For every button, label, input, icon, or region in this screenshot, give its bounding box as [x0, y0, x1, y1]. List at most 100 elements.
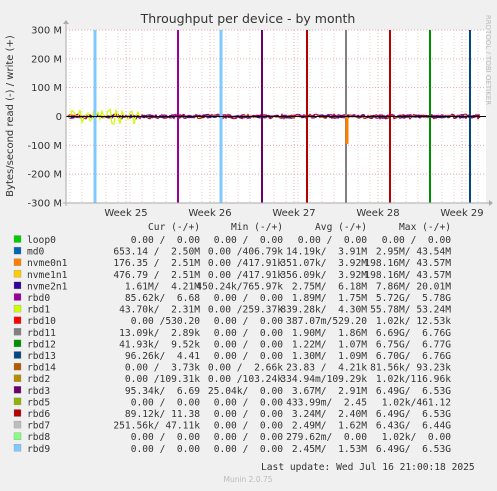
legend-max-rbd11: 6.69G/ 6.76G — [376, 328, 451, 339]
legend-cur-rbd7: 251.56k/ 47.11k — [113, 421, 200, 432]
legend-column-header: Cur (-/+) — [148, 222, 200, 233]
legend-min-rbd14: 0.00 / 2.66k — [208, 363, 283, 374]
legend-cur-nvme2n1: 1.61M/ 4.21M — [125, 281, 200, 292]
y-tick-label: 200 M — [31, 54, 62, 65]
legend-avg-rbd3: 3.67M/ 2.91M — [292, 386, 367, 397]
legend-avg-rbd14: 23.83 / 4.21k — [286, 363, 367, 374]
legend-name-loop0: loop0 — [27, 235, 56, 246]
x-axis-arrow — [489, 200, 493, 206]
legend-cur-rbd3: 95.34k/ 6.69 — [125, 386, 200, 397]
legend-avg-rbd0: 1.89M/ 1.75M — [292, 293, 367, 304]
legend-cur-rbd14: 0.00 / 3.73k — [125, 363, 200, 374]
legend-name-rbd8: rbd8 — [27, 432, 50, 443]
legend-max-rbd10: 1.02k/ 12.53k — [376, 316, 451, 327]
legend-name-rbd6: rbd6 — [27, 409, 50, 420]
legend-cur-rbd5: 0.00 / 0.00 — [131, 397, 201, 408]
legend-name-rbd13: rbd13 — [27, 351, 56, 362]
legend-column-header: Min (-/+) — [231, 222, 283, 233]
legend-max-loop0: 0.00 / 0.00 — [382, 235, 452, 246]
x-tick-label: Week 28 — [356, 208, 399, 219]
legend-swatch-rbd3 — [13, 386, 22, 394]
legend-name-rbd1: rbd1 — [27, 305, 50, 316]
legend-avg-loop0: 0.00 / 0.00 — [298, 235, 368, 246]
legend-name-md0: md0 — [27, 247, 45, 258]
last-update: Last update: Wed Jul 16 21:00:18 2025 — [261, 462, 475, 473]
legend-cur-rbd9: 0.00 / 0.00 — [131, 444, 201, 455]
legend-name-rbd7: rbd7 — [27, 421, 50, 432]
legend-min-nvme2n1: 450.24k/765.97k — [196, 281, 283, 292]
legend-cur-rbd13: 96.26k/ 4.41 — [125, 351, 200, 362]
legend-cur-nvme0n1: 176.35 / 2.51M — [113, 258, 200, 269]
legend-avg-rbd12: 1.22M/ 1.07M — [292, 339, 367, 350]
legend-name-rbd12: rbd12 — [27, 339, 56, 350]
legend-cur-rbd11: 13.09k/ 2.89k — [119, 328, 200, 339]
legend-swatch-rbd8 — [13, 432, 22, 440]
legend-min-rbd7: 0.00 / 0.00 — [214, 421, 284, 432]
legend-max-rbd13: 6.70G/ 6.76G — [376, 351, 451, 362]
y-tick-label: 300 M — [31, 26, 62, 37]
legend-name-rbd5: rbd5 — [27, 397, 50, 408]
munin-version: Munin 2.0.75 — [223, 475, 272, 484]
legend-max-rbd6: 6.49G/ 6.53G — [376, 409, 451, 420]
legend-cur-nvme1n1: 476.79 / 2.51M — [113, 270, 200, 281]
legend-min-nvme1n1: 0.00 /417.91k — [208, 270, 283, 281]
legend-min-rbd12: 0.00 / 0.00 — [214, 339, 284, 350]
legend-cur-rbd10: 0.00 /530.20 — [131, 316, 201, 327]
legend-name-rbd3: rbd3 — [27, 386, 50, 397]
legend-swatch-rbd10 — [13, 316, 22, 324]
legend-name-nvme1n1: nvme1n1 — [27, 270, 68, 281]
legend-cur-rbd0: 85.62k/ 6.68 — [125, 293, 200, 304]
legend-swatch-rbd7 — [13, 420, 22, 429]
legend-min-rbd9: 0.00 / 0.00 — [214, 444, 284, 455]
legend-cur-rbd6: 89.12k/ 11.38 — [125, 409, 200, 420]
legend-max-rbd2: 1.02k/116.96k — [376, 374, 451, 385]
legend-min-nvme0n1: 0.00 /417.91k — [208, 258, 283, 269]
legend-swatch-rbd5 — [13, 397, 22, 406]
legend-column-header: Max (-/+) — [399, 222, 451, 233]
legend-avg-rbd9: 2.45M/ 1.53M — [292, 444, 367, 455]
series-line-rbd1 — [67, 108, 141, 125]
legend-name-nvme2n1: nvme2n1 — [27, 281, 68, 292]
legend-min-rbd0: 0.00 / 0.00 — [214, 293, 284, 304]
plot-area: 300 M 200 M 100 M 0 -100 M -200 M -300 M Week 2… — [27, 20, 493, 219]
legend-swatch-rbd1 — [13, 304, 22, 313]
y-axis-arrow — [63, 20, 69, 24]
legend-swatch-md0 — [13, 246, 22, 255]
legend-swatch-rbd11 — [13, 328, 22, 336]
legend-cur-rbd8: 0.00 / 0.00 — [131, 432, 201, 443]
legend-swatch-rbd14 — [13, 362, 22, 371]
x-tick-label: Week 27 — [272, 208, 315, 219]
legend-min-rbd5: 0.00 / 0.00 — [214, 397, 284, 408]
legend-swatch-nvme2n1 — [13, 281, 22, 290]
y-tick-label: 100 M — [31, 83, 62, 94]
legend-cur-md0: 653.14 / 2.50M — [113, 247, 200, 258]
legend-max-rbd12: 6.75G/ 6.77G — [376, 339, 451, 350]
legend-avg-rbd1: 839.28k/ 4.30M — [280, 305, 367, 316]
legend-min-rbd10: 0.00 / 0.00 — [214, 316, 284, 327]
legend-swatch-nvme0n1 — [13, 258, 22, 266]
legend-avg-rbd6: 3.24M/ 2.40M — [292, 409, 367, 420]
legend-swatch-rbd9 — [13, 444, 22, 452]
legend-name-rbd0: rbd0 — [27, 293, 50, 304]
legend-min-rbd6: 0.00 / 0.00 — [214, 409, 284, 420]
legend-min-rbd1: 0.00 /259.37k — [208, 305, 283, 316]
legend-avg-nvme0n1: 351.07k/ 3.92M — [280, 258, 367, 269]
legend-min-rbd13: 0.00 / 0.00 — [214, 351, 284, 362]
legend-max-rbd8: 1.02k/ 0.00 — [382, 432, 452, 443]
legend-max-rbd0: 5.72G/ 5.78G — [376, 293, 451, 304]
legend-avg-md0: 14.19k/ 3.91M — [286, 247, 367, 258]
y-tick-label: -100 M — [27, 141, 62, 152]
legend-avg-rbd11: 1.90M/ 1.86M — [292, 328, 367, 339]
legend-name-rbd2: rbd2 — [27, 374, 50, 385]
legend-min-rbd2: 0.00 /103.24k — [208, 374, 283, 385]
legend-avg-nvme1n1: 356.09k/ 3.92M — [280, 270, 367, 281]
rrdtool-credit: RRDTOOL / TOBI OETIKER — [484, 15, 492, 105]
legend-avg-rbd13: 1.30M/ 1.09M — [292, 351, 367, 362]
legend-min-loop0: 0.00 / 0.00 — [214, 235, 284, 246]
legend-max-rbd5: 1.02k/461.12 — [382, 397, 451, 408]
y-axis-label: Bytes/second read (-) / write (+) — [5, 35, 16, 197]
legend-max-md0: 2.95M/ 43.54M — [376, 247, 451, 258]
legend-cur-rbd1: 43.70k/ 2.31M — [119, 305, 200, 316]
chart-title: Throughput per device - by month — [140, 11, 356, 26]
